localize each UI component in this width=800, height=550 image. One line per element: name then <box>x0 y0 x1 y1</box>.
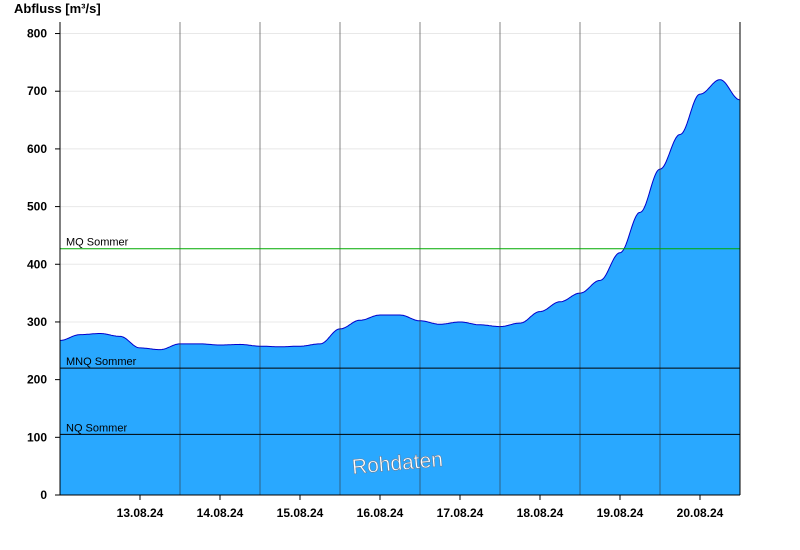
y-tick-label: 500 <box>27 200 47 214</box>
x-tick-label: 16.08.24 <box>357 506 404 520</box>
y-tick-label: 300 <box>27 315 47 329</box>
x-tick-label: 14.08.24 <box>197 506 244 520</box>
reference-line-label: NQ Sommer <box>66 422 127 434</box>
y-axis-label: Abfluss [m³/s] <box>14 1 101 16</box>
y-tick-label: 0 <box>40 488 47 502</box>
discharge-area <box>60 79 740 495</box>
y-tick-label: 600 <box>27 142 47 156</box>
x-tick-label: 20.08.24 <box>677 506 724 520</box>
x-tick-label: 18.08.24 <box>517 506 564 520</box>
y-tick-label: 100 <box>27 430 47 444</box>
y-tick-label: 800 <box>27 27 47 41</box>
reference-line-label: MQ Sommer <box>66 237 129 249</box>
y-tick-label: 400 <box>27 257 47 271</box>
x-tick-label: 17.08.24 <box>437 506 484 520</box>
reference-line-label: MNQ Sommer <box>66 356 137 368</box>
x-tick-label: 13.08.24 <box>117 506 164 520</box>
x-tick-label: 19.08.24 <box>597 506 644 520</box>
x-tick-label: 15.08.24 <box>277 506 324 520</box>
y-tick-label: 700 <box>27 84 47 98</box>
discharge-line <box>60 79 741 351</box>
y-tick-label: 200 <box>27 373 47 387</box>
